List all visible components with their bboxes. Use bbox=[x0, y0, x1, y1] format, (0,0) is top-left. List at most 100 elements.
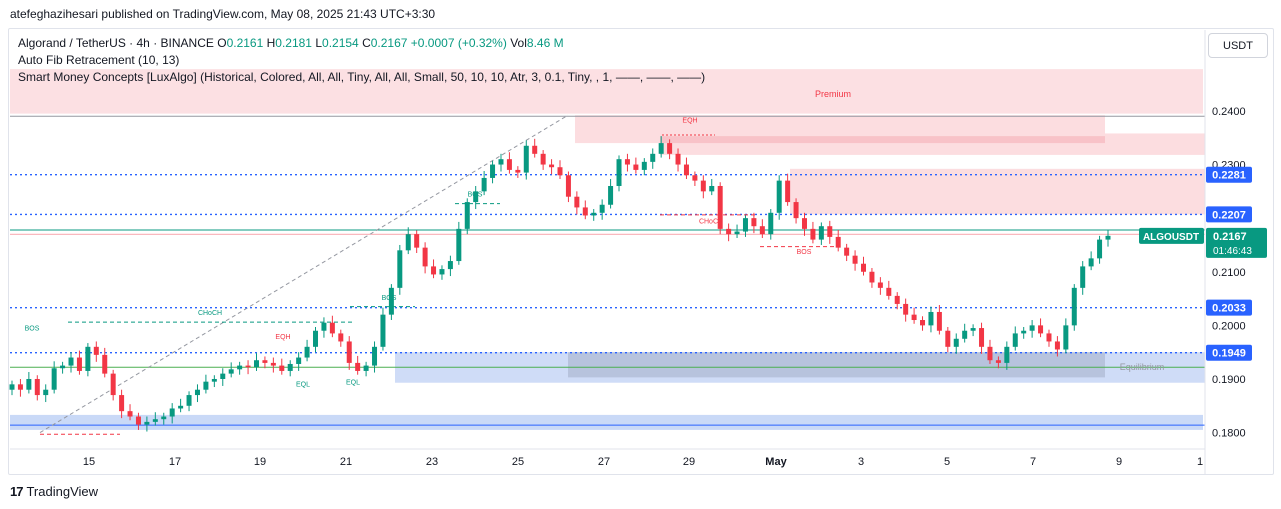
candle-body bbox=[203, 381, 209, 390]
indicator-fib[interactable]: Auto Fib Retracement (10, 13) bbox=[18, 53, 180, 67]
candle-body bbox=[110, 373, 116, 396]
y-tick-label: 0.1800 bbox=[1212, 428, 1246, 440]
x-tick-label: 7 bbox=[1030, 456, 1036, 468]
x-tick-label: 15 bbox=[83, 456, 95, 468]
currency-button[interactable]: USDT bbox=[1208, 33, 1268, 58]
candle-body bbox=[717, 185, 723, 229]
candle-body bbox=[498, 159, 504, 165]
candle-body bbox=[447, 261, 453, 270]
candle-body bbox=[1088, 258, 1094, 267]
candle-body bbox=[936, 311, 942, 331]
candle-body bbox=[144, 421, 150, 425]
candle-body bbox=[675, 153, 681, 165]
candle-body bbox=[835, 236, 841, 248]
x-tick-label: 5 bbox=[944, 456, 950, 468]
candle-body bbox=[321, 322, 327, 331]
open-value: 0.2161 bbox=[226, 36, 264, 50]
y-tick-label: 0.2000 bbox=[1212, 320, 1246, 332]
candle-body bbox=[186, 395, 192, 406]
symbol-title[interactable]: Algorand / TetherUS · 4h · BINANCE bbox=[18, 36, 214, 50]
candle-body bbox=[683, 164, 689, 176]
candle-body bbox=[329, 322, 335, 334]
symbol-tag-label: ALGOUSDT bbox=[1143, 232, 1199, 243]
tradingview-logo-text: TradingView bbox=[26, 484, 99, 499]
candle-body bbox=[388, 287, 394, 315]
x-tick-label: 19 bbox=[254, 456, 266, 468]
candle-body bbox=[51, 368, 57, 390]
premium-zone bbox=[10, 69, 1203, 114]
candle-body bbox=[523, 145, 529, 173]
candle-body bbox=[759, 226, 765, 235]
level-tag-3 bbox=[1206, 344, 1252, 361]
smc-label-3: BOS bbox=[468, 192, 483, 199]
x-tick-label: 9 bbox=[1116, 456, 1122, 468]
high-value: 0.2181 bbox=[275, 36, 312, 50]
candle-body bbox=[287, 363, 293, 371]
candle-body bbox=[734, 231, 740, 235]
candle-body bbox=[211, 378, 217, 382]
candle-body bbox=[852, 255, 858, 264]
y-tick-label: 0.1900 bbox=[1212, 374, 1246, 386]
candle-body bbox=[861, 263, 867, 272]
candle-body bbox=[1105, 235, 1111, 240]
candle-body bbox=[869, 271, 875, 283]
candle-body bbox=[68, 357, 74, 366]
candle-body bbox=[768, 212, 774, 235]
candle-body bbox=[920, 320, 926, 326]
high-label: H bbox=[266, 36, 276, 50]
candle-body bbox=[1054, 341, 1060, 350]
candle-body bbox=[616, 159, 622, 186]
candle-body bbox=[793, 202, 799, 219]
indicator-smc[interactable]: Smart Money Concepts [LuxAlgo] (Historic… bbox=[18, 70, 706, 84]
candle-body bbox=[641, 161, 647, 170]
candle-body bbox=[26, 378, 32, 390]
candle-body bbox=[810, 228, 816, 240]
smc-label-9: EQL bbox=[346, 379, 360, 386]
candle-body bbox=[650, 153, 656, 162]
smc-zones: Premium Equilibrium bbox=[10, 69, 1205, 434]
last-price-label: 0.2167 bbox=[1213, 231, 1247, 243]
candle-body bbox=[1097, 239, 1103, 259]
smc-label-7: EQH bbox=[275, 334, 290, 341]
candle-body bbox=[928, 311, 934, 326]
candle-body bbox=[903, 303, 909, 315]
candle-body bbox=[9, 384, 15, 390]
x-tick-label: 3 bbox=[858, 456, 864, 468]
candle-body bbox=[405, 234, 411, 251]
volume-label: Vol bbox=[510, 36, 527, 50]
candle-body bbox=[372, 346, 378, 366]
candle-body bbox=[456, 228, 462, 262]
smc-label-4: CHoCH bbox=[699, 219, 723, 226]
candle-body bbox=[93, 346, 99, 355]
candle-body bbox=[228, 369, 234, 374]
candle-body bbox=[1004, 346, 1010, 363]
x-tick-label: 17 bbox=[169, 456, 181, 468]
candle-body bbox=[127, 411, 133, 417]
candle-body bbox=[363, 365, 369, 371]
candle-body bbox=[1029, 325, 1035, 331]
candle-body bbox=[346, 341, 352, 363]
candle-body bbox=[608, 185, 614, 205]
candle-body bbox=[296, 357, 302, 364]
equilibrium-label: Equilibrium bbox=[1120, 362, 1165, 372]
smc-label-8: EQL bbox=[296, 381, 310, 388]
candle-body bbox=[742, 218, 748, 232]
tradingview-logo[interactable]: 17 TradingView bbox=[10, 484, 98, 499]
candle-body bbox=[557, 167, 563, 176]
candle-body bbox=[262, 360, 268, 363]
candle-body bbox=[397, 250, 403, 288]
candle-body bbox=[194, 389, 200, 396]
candle-body bbox=[987, 346, 993, 361]
candle-body bbox=[60, 365, 66, 369]
candle-body bbox=[751, 218, 757, 227]
candle-body bbox=[414, 234, 420, 248]
close-label: C bbox=[362, 36, 371, 50]
candle-body bbox=[582, 207, 588, 216]
low-value: 0.2154 bbox=[322, 36, 359, 50]
candle-body bbox=[161, 416, 167, 420]
y-tick-label: 0.2100 bbox=[1212, 267, 1246, 279]
candle-body bbox=[827, 226, 833, 237]
chart-frame[interactable] bbox=[8, 28, 1274, 475]
candle-body bbox=[422, 247, 428, 267]
